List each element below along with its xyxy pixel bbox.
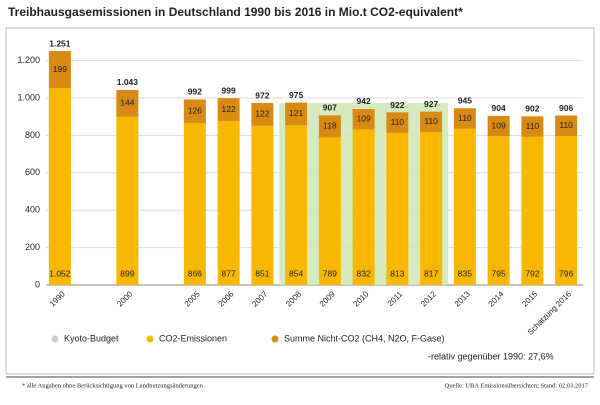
bar-segment bbox=[116, 116, 139, 285]
bar-segment bbox=[487, 136, 510, 285]
value-label: 121 bbox=[289, 108, 303, 118]
bar-segment bbox=[352, 129, 375, 285]
value-label: 126 bbox=[188, 106, 202, 116]
total-label: 945 bbox=[458, 96, 472, 106]
frame bbox=[5, 27, 595, 375]
value-label: 789 bbox=[323, 268, 337, 278]
bar-segment bbox=[217, 98, 240, 121]
value-label: 1.052 bbox=[49, 268, 71, 278]
total-label: 999 bbox=[222, 85, 236, 95]
bar-segment bbox=[386, 132, 409, 285]
bar-segment bbox=[285, 102, 308, 126]
value-label: 877 bbox=[222, 268, 236, 278]
value-label: 199 bbox=[53, 64, 67, 74]
value-label: 835 bbox=[458, 268, 472, 278]
value-label: 109 bbox=[357, 113, 371, 123]
total-label: 927 bbox=[424, 99, 438, 109]
bar-segment bbox=[386, 112, 409, 133]
value-label: 118 bbox=[323, 121, 337, 131]
y-tick-label: 1.000 bbox=[17, 92, 40, 102]
bar-segment bbox=[555, 136, 578, 285]
total-label: 922 bbox=[390, 100, 404, 110]
y-tick-label: 0 bbox=[35, 279, 40, 289]
value-label: 110 bbox=[526, 121, 540, 131]
total-label: 972 bbox=[255, 90, 269, 100]
chart-title: Treibhausgasemissionen in Deutschland 19… bbox=[8, 5, 463, 19]
bar-segment bbox=[521, 136, 544, 285]
legend-label: Summe Nicht-CO2 (CH4, N2O, F-Gase) bbox=[284, 333, 445, 343]
total-label: 902 bbox=[525, 104, 539, 114]
value-label: 122 bbox=[222, 104, 236, 114]
bar-segment bbox=[318, 137, 341, 285]
value-label: 110 bbox=[458, 113, 472, 123]
value-label: 832 bbox=[357, 268, 371, 278]
bar-segment bbox=[420, 111, 443, 133]
total-label: 907 bbox=[323, 103, 337, 113]
bar-segment bbox=[183, 123, 206, 285]
legend-label: CO2-Emissionen bbox=[159, 333, 227, 343]
note: -relativ gegenüber 1990: 27,6% bbox=[428, 351, 554, 361]
bar-segment bbox=[116, 89, 139, 117]
total-label: 975 bbox=[289, 90, 303, 100]
bar-segment bbox=[352, 109, 375, 130]
bar-segment bbox=[217, 120, 240, 285]
bar-segment bbox=[487, 115, 510, 137]
value-label: 851 bbox=[255, 268, 269, 278]
y-tick-label: 400 bbox=[25, 205, 40, 215]
value-label: 110 bbox=[391, 117, 405, 127]
value-label: 854 bbox=[289, 268, 303, 278]
value-label: 796 bbox=[559, 268, 573, 278]
total-label: 942 bbox=[357, 96, 371, 106]
value-label: 866 bbox=[188, 268, 202, 278]
bar-segment bbox=[521, 116, 544, 137]
y-tick-label: 600 bbox=[25, 167, 40, 177]
total-label: 1.043 bbox=[117, 77, 139, 87]
bar-segment bbox=[251, 103, 274, 126]
bar-segment bbox=[453, 108, 476, 129]
value-label: 817 bbox=[424, 268, 438, 278]
y-tick-label: 200 bbox=[25, 242, 40, 252]
legend-label: Kyoto-Budget bbox=[64, 333, 119, 343]
value-label: 792 bbox=[525, 268, 539, 278]
value-label: 795 bbox=[492, 268, 506, 278]
total-label: 906 bbox=[559, 103, 573, 113]
value-label: 122 bbox=[255, 109, 269, 119]
bar-segment bbox=[48, 51, 71, 89]
legend-marker bbox=[51, 335, 59, 343]
legend-marker bbox=[146, 335, 154, 343]
total-label: 1.251 bbox=[49, 38, 71, 48]
bar-segment bbox=[420, 132, 443, 285]
value-label: 144 bbox=[120, 98, 134, 108]
value-label: 813 bbox=[390, 268, 404, 278]
total-label: 992 bbox=[188, 87, 202, 97]
total-label: 904 bbox=[492, 103, 506, 113]
y-tick-label: 800 bbox=[25, 130, 40, 140]
value-label: 110 bbox=[559, 120, 573, 130]
y-tick-label: 1.200 bbox=[17, 55, 40, 65]
value-label: 109 bbox=[492, 120, 506, 130]
source: Quelle: UBA Emissionsübersichten; Stand:… bbox=[445, 382, 589, 389]
bar-segment bbox=[453, 128, 476, 285]
bar-segment bbox=[285, 125, 308, 285]
bar-segment bbox=[251, 125, 274, 286]
bar-segment bbox=[318, 115, 341, 138]
bar-segment bbox=[183, 99, 206, 124]
value-label: 110 bbox=[424, 116, 438, 126]
value-label: 899 bbox=[120, 268, 134, 278]
legend-marker bbox=[271, 335, 279, 343]
bar-segment bbox=[48, 88, 71, 285]
bar-segment bbox=[555, 115, 578, 137]
footnote: * alle Angaben ohne Berücksichtigung von… bbox=[22, 382, 204, 389]
